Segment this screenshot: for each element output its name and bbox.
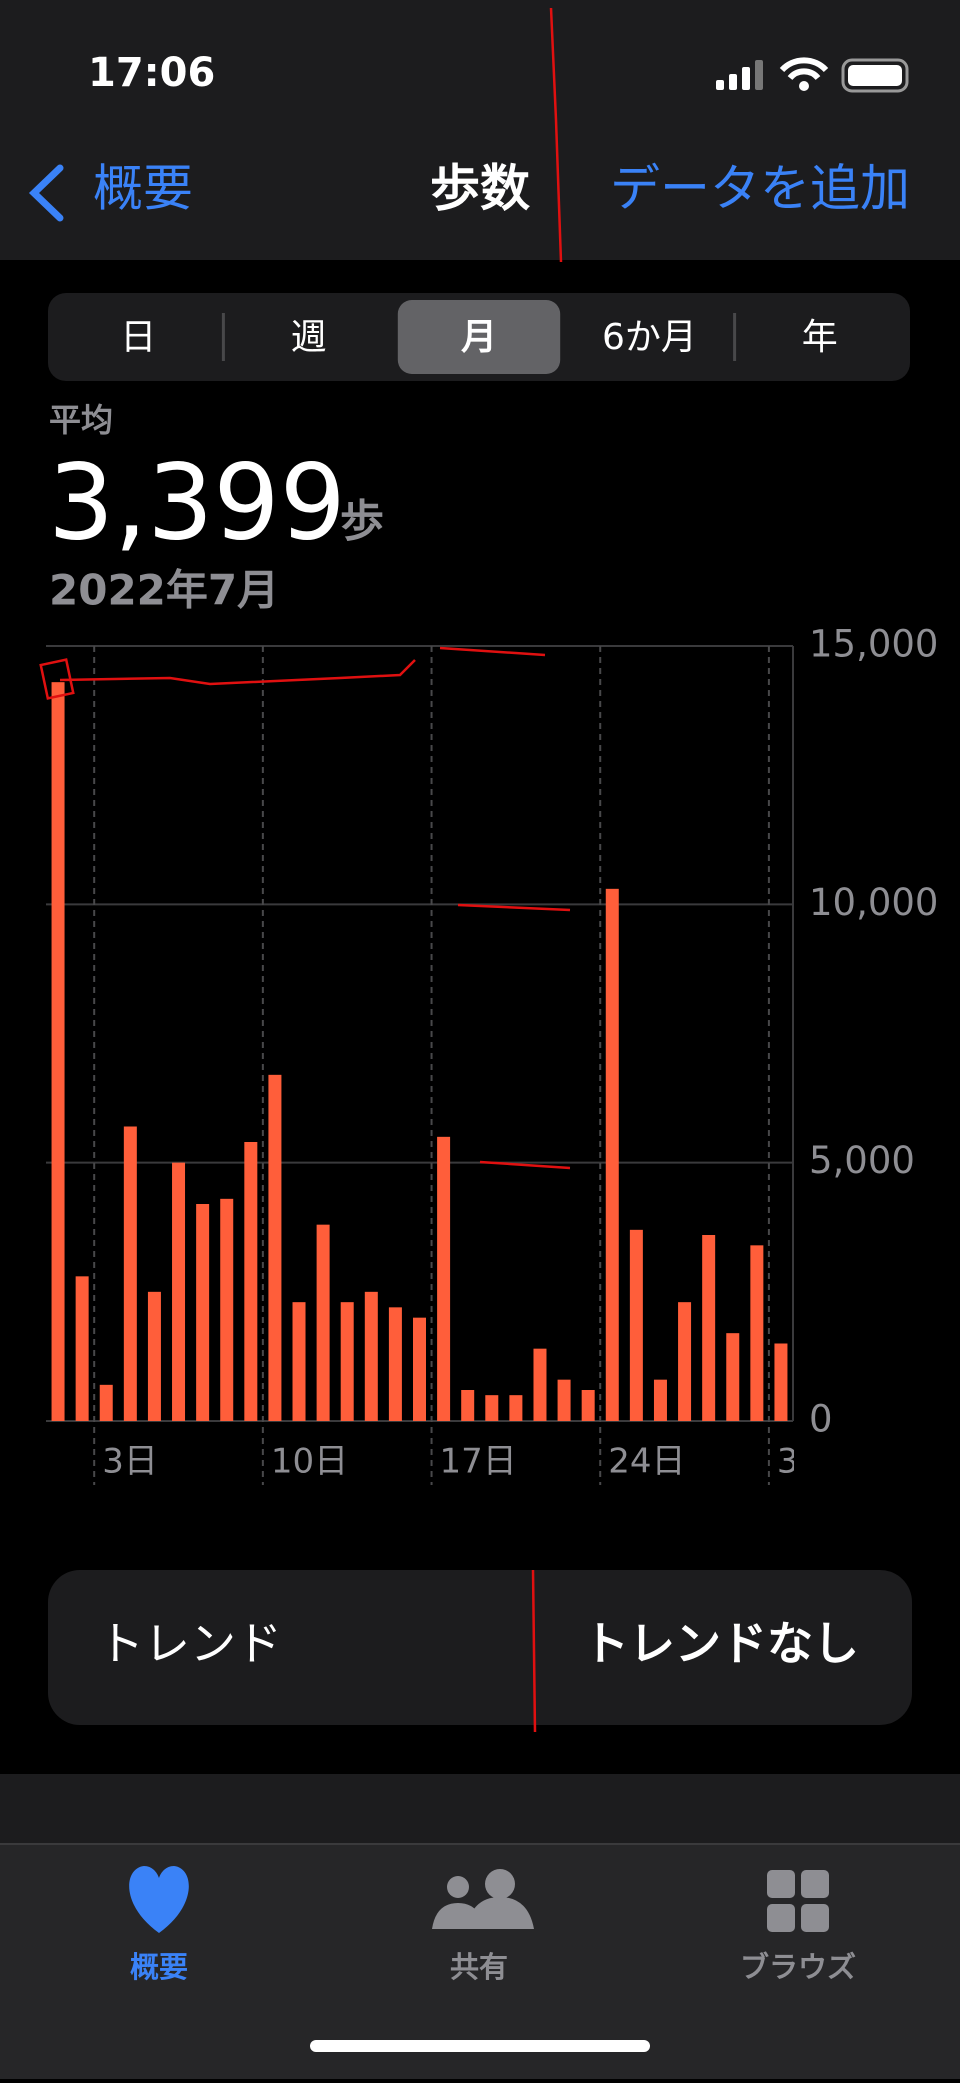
bar <box>244 1142 258 1421</box>
bar <box>316 1224 330 1421</box>
summary-tab-icon[interactable] <box>129 1866 189 1933</box>
tab-label[interactable]: 概要 <box>130 1950 188 1984</box>
wifi-dot <box>799 81 809 91</box>
x-tick-label: 31日 <box>777 1442 854 1482</box>
segment[interactable]: 週 <box>291 317 327 358</box>
browse-tab-icon[interactable] <box>767 1870 829 1932</box>
period: 2022年7月 <box>49 566 279 615</box>
y-tick-label: 5,000 <box>809 1139 915 1182</box>
trend-value: トレンドなし <box>583 1617 859 1671</box>
x-labels: 3日 10日 17日 24日 31日 <box>102 1442 854 1482</box>
segment[interactable]: 年 <box>802 317 838 358</box>
status-time: 17:06 <box>88 50 215 96</box>
spacer <box>0 1774 960 1844</box>
bar <box>268 1074 282 1421</box>
home-indicator <box>310 2040 650 2052</box>
bar <box>340 1302 354 1421</box>
bar <box>220 1198 234 1421</box>
wifi-icon <box>779 57 829 81</box>
bar <box>123 1126 137 1421</box>
bar <box>629 1229 643 1421</box>
segment[interactable]: 日 <box>120 317 156 358</box>
bar <box>653 1379 667 1421</box>
bar <box>196 1204 210 1421</box>
bar <box>437 1136 451 1421</box>
bar <box>509 1395 523 1421</box>
bar <box>51 682 65 1421</box>
x-tick-label: 17日 <box>440 1442 517 1482</box>
bar <box>75 1276 89 1421</box>
segment[interactable]: 月 <box>461 317 497 358</box>
back-button[interactable]: 概要 <box>93 160 193 218</box>
x-tick-label: 10日 <box>271 1442 348 1482</box>
tab-label[interactable]: 共有 <box>450 1950 508 1984</box>
bar <box>678 1302 692 1421</box>
bar <box>750 1245 764 1421</box>
bar <box>581 1390 595 1421</box>
trend-label: トレンド <box>98 1617 282 1671</box>
bar <box>774 1343 788 1421</box>
segment[interactable]: 6か月 <box>602 317 697 358</box>
add-data-button[interactable]: データを追加 <box>610 160 910 218</box>
y-tick-label: 0 <box>809 1398 833 1441</box>
bar <box>485 1395 499 1421</box>
bar <box>702 1235 716 1421</box>
average-value: 3,399 <box>48 441 346 563</box>
nav-title: 歩数 <box>430 160 530 218</box>
segment-selected <box>397 300 561 374</box>
bar <box>292 1302 306 1421</box>
bar <box>461 1390 475 1421</box>
red-annotations <box>39 7 571 1733</box>
battery-level <box>848 65 902 86</box>
battery-icon <box>841 58 909 93</box>
sharing-tab-icon[interactable] <box>432 1869 534 1929</box>
bar <box>605 888 619 1421</box>
y-tick-label: 15,000 <box>809 623 938 666</box>
y-tick-label: 10,000 <box>809 881 938 924</box>
nav-background <box>0 0 960 260</box>
bar <box>364 1291 378 1421</box>
bar <box>557 1379 571 1421</box>
bar <box>99 1384 113 1421</box>
bar <box>413 1317 426 1421</box>
bar <box>388 1307 402 1421</box>
x-tick-label: 24日 <box>608 1442 685 1482</box>
back-chevron[interactable] <box>28 164 64 222</box>
bar <box>533 1348 547 1421</box>
signal-icon <box>716 60 763 90</box>
bar <box>172 1162 186 1421</box>
tab-label[interactable]: ブラウズ <box>740 1950 856 1984</box>
trend-card[interactable] <box>48 1570 912 1725</box>
bar <box>147 1291 161 1421</box>
average-label: 平均 <box>49 401 113 439</box>
bar <box>726 1333 740 1421</box>
average-unit: 歩 <box>340 496 384 547</box>
x-tick-label: 3日 <box>102 1442 158 1482</box>
